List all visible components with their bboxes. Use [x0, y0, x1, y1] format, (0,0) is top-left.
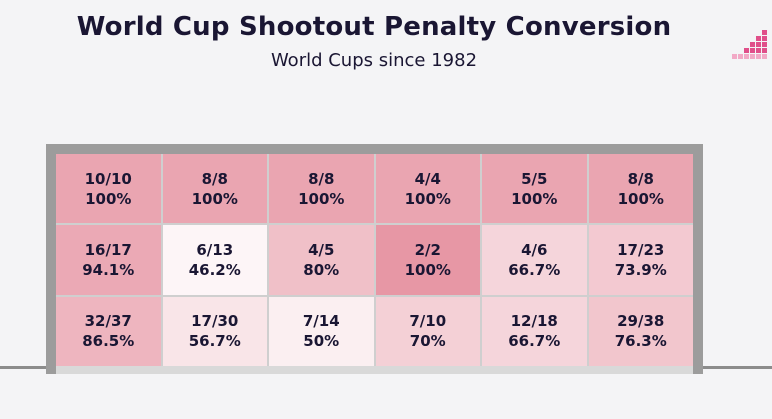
cell-ratio-label: 17/30 [191, 312, 239, 331]
heatmap-cell: 8/8 100% [588, 154, 693, 224]
cell-percent-label: 100% [404, 189, 451, 208]
heatmap-cell: 7/14 50% [269, 296, 374, 366]
heatmap-cell: 7/10 70% [375, 296, 480, 366]
cell-ratio-label: 5/5 [521, 169, 548, 188]
cell-ratio-label: 8/8 [308, 169, 335, 188]
cell-ratio-label: 8/8 [201, 169, 228, 188]
cell-ratio-label: 4/5 [308, 240, 335, 259]
cell-ratio-label: 32/37 [84, 312, 132, 331]
cell-percent-label: 73.9% [614, 260, 667, 279]
cell-ratio-label: 4/4 [414, 169, 441, 188]
chart-title: World Cup Shootout Penalty Conversion [76, 12, 672, 42]
cell-ratio-label: 29/38 [617, 312, 665, 331]
cell-percent-label: 66.7% [508, 260, 561, 279]
cell-percent-label: 80% [303, 260, 340, 279]
cell-percent-label: 100% [85, 189, 132, 208]
heatmap-cell: 2/2 100% [375, 225, 480, 295]
cell-ratio-label: 7/10 [409, 312, 447, 331]
cell-ratio-label: 2/2 [414, 240, 441, 259]
heatmap-cell: 8/8 100% [269, 154, 374, 224]
cell-percent-label: 50% [303, 332, 340, 351]
heatmap-cell: 4/4 100% [375, 154, 480, 224]
heatmap-cell: 16/17 94.1% [56, 225, 161, 295]
chart-subtitle: World Cups since 1982 [270, 50, 478, 71]
heatmap-cell: 4/5 80% [269, 225, 374, 295]
heatmap-cell: 10/10 100% [56, 154, 161, 224]
heatmap-cell: 6/13 46.2% [162, 225, 267, 295]
cell-ratio-label: 16/17 [84, 240, 132, 259]
cell-percent-label: 100% [511, 189, 558, 208]
cell-ratio-label: 6/13 [196, 240, 234, 259]
cell-ratio-label: 10/10 [84, 169, 132, 188]
cell-ratio-label: 17/23 [617, 240, 665, 259]
goal-grid: 10/10 100% 8/8 100% 8/8 100% 4/4 100% 5/5 100% 8/8… [56, 154, 693, 366]
heatmap-cell: 17/30 56.7% [162, 296, 267, 366]
heatmap-cell: 29/38 76.3% [588, 296, 693, 366]
cell-ratio-label: 7/14 [302, 312, 340, 331]
cell-ratio-label: 8/8 [627, 169, 654, 188]
brand-logo-icon [732, 30, 767, 59]
cell-percent-label: 56.7% [188, 332, 241, 351]
cell-percent-label: 86.5% [82, 332, 135, 351]
cell-percent-label: 66.7% [508, 332, 561, 351]
cell-percent-label: 100% [404, 260, 451, 279]
cell-percent-label: 46.2% [188, 260, 241, 279]
heatmap-cell: 5/5 100% [482, 154, 587, 224]
cell-ratio-label: 12/18 [510, 312, 558, 331]
heatmap-cell: 4/6 66.7% [482, 225, 587, 295]
cell-percent-label: 76.3% [614, 332, 667, 351]
cell-percent-label: 100% [617, 189, 664, 208]
cell-ratio-label: 4/6 [521, 240, 548, 259]
heatmap-cell: 12/18 66.7% [482, 296, 587, 366]
cell-percent-label: 100% [191, 189, 238, 208]
heatmap-cell: 8/8 100% [162, 154, 267, 224]
heatmap-cell: 17/23 73.9% [588, 225, 693, 295]
cell-percent-label: 100% [298, 189, 345, 208]
cell-percent-label: 70% [409, 332, 446, 351]
heatmap-cell: 32/37 86.5% [56, 296, 161, 366]
cell-percent-label: 94.1% [82, 260, 135, 279]
